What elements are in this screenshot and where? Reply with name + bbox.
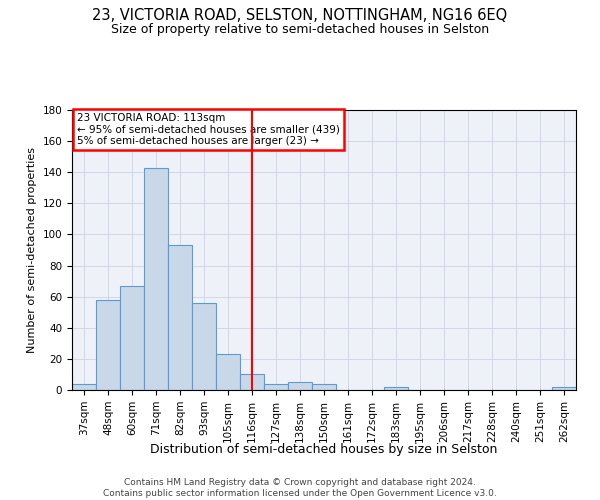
Text: Distribution of semi-detached houses by size in Selston: Distribution of semi-detached houses by …: [151, 442, 497, 456]
Bar: [192, 303, 216, 390]
Text: Contains HM Land Registry data © Crown copyright and database right 2024.
Contai: Contains HM Land Registry data © Crown c…: [103, 478, 497, 498]
Bar: [288, 382, 312, 390]
Text: 23, VICTORIA ROAD, SELSTON, NOTTINGHAM, NG16 6EQ: 23, VICTORIA ROAD, SELSTON, NOTTINGHAM, …: [92, 8, 508, 22]
Bar: [240, 374, 264, 390]
Y-axis label: Number of semi-detached properties: Number of semi-detached properties: [27, 147, 37, 353]
Text: 23 VICTORIA ROAD: 113sqm
← 95% of semi-detached houses are smaller (439)
5% of s: 23 VICTORIA ROAD: 113sqm ← 95% of semi-d…: [77, 113, 340, 146]
Bar: [120, 286, 144, 390]
Bar: [384, 387, 408, 390]
Bar: [72, 384, 96, 390]
Bar: [552, 387, 576, 390]
Bar: [264, 384, 288, 390]
Bar: [144, 168, 168, 390]
Bar: [312, 384, 336, 390]
Bar: [216, 354, 240, 390]
Text: Size of property relative to semi-detached houses in Selston: Size of property relative to semi-detach…: [111, 22, 489, 36]
Bar: [168, 246, 192, 390]
Bar: [96, 300, 120, 390]
